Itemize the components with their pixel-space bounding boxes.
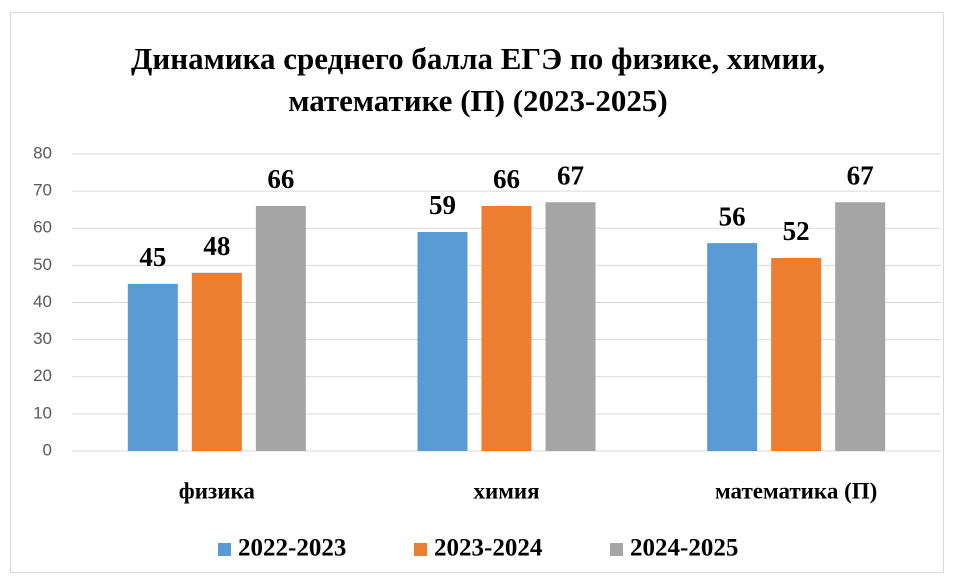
bar xyxy=(255,205,306,451)
y-tick-label: 0 xyxy=(43,440,52,459)
y-tick-label: 60 xyxy=(33,218,52,237)
legend-label: 2022-2023 xyxy=(238,535,346,562)
legend-label: 2024-2025 xyxy=(630,535,738,562)
y-tick-label: 10 xyxy=(33,403,52,422)
y-tick-label: 80 xyxy=(33,143,52,162)
bar xyxy=(835,202,886,451)
chart-title: Динамика среднего балла ЕГЭ по физике, х… xyxy=(131,41,825,118)
bar xyxy=(545,202,596,451)
legend-swatch xyxy=(610,543,623,556)
data-label: 59 xyxy=(429,190,456,220)
x-tick-label: химия xyxy=(473,478,539,503)
bar xyxy=(771,257,822,451)
data-label: 67 xyxy=(557,160,584,190)
bar xyxy=(191,272,242,451)
data-label: 67 xyxy=(847,160,874,190)
bar xyxy=(127,283,178,451)
data-label: 66 xyxy=(493,164,520,194)
y-tick-label: 70 xyxy=(33,181,52,200)
bar xyxy=(481,205,532,451)
bar xyxy=(417,231,468,451)
y-tick-label: 50 xyxy=(33,255,52,274)
y-tick-label: 40 xyxy=(33,292,52,311)
x-tick-label: математика (П) xyxy=(715,478,877,503)
y-tick-label: 30 xyxy=(33,329,52,348)
data-label: 66 xyxy=(267,164,294,194)
data-label: 56 xyxy=(719,201,746,231)
legend-label: 2023-2024 xyxy=(434,535,543,562)
bar xyxy=(707,243,758,451)
data-label: 52 xyxy=(783,216,810,246)
x-tick-label: физика xyxy=(179,478,256,503)
chart-frame xyxy=(10,12,944,573)
y-tick-label: 20 xyxy=(33,366,52,385)
data-label: 48 xyxy=(203,231,230,261)
legend-swatch xyxy=(414,543,427,556)
legend-swatch xyxy=(218,543,231,556)
data-label: 45 xyxy=(139,242,166,272)
